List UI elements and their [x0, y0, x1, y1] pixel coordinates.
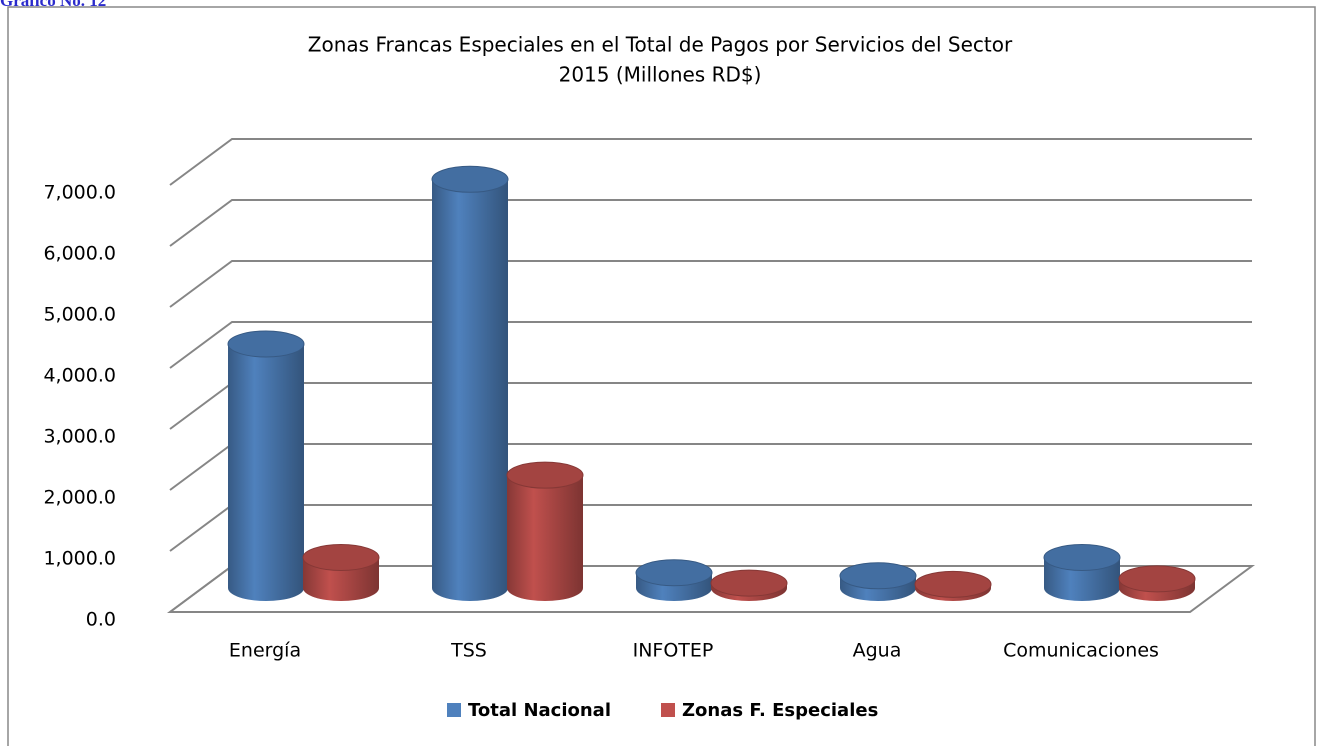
cylinder-body	[432, 179, 508, 602]
cylinder	[302, 544, 380, 601]
cylinder-top	[227, 330, 305, 358]
grid-line	[169, 321, 1252, 369]
y-tick-label: 4,000.0	[43, 365, 116, 387]
cylinder	[635, 559, 713, 601]
grid-line	[169, 199, 1252, 247]
cylinder	[227, 330, 305, 601]
y-tick-label: 0.0	[86, 609, 116, 631]
x-tick-label: INFOTEP	[633, 640, 714, 662]
chart-subtitle: 2015 (Millones RD$)	[559, 63, 762, 87]
grid-line	[169, 138, 1252, 186]
y-tick-label: 2,000.0	[43, 487, 116, 509]
y-tick-label: 3,000.0	[43, 426, 116, 448]
cylinder-top	[839, 562, 917, 590]
cylinder-top	[635, 559, 713, 587]
cylinder-top	[710, 569, 788, 597]
grid-line	[169, 260, 1252, 308]
legend-label: Total Nacional	[468, 700, 611, 721]
cylinder	[839, 562, 917, 601]
cylinder-top	[1118, 565, 1196, 593]
y-tick-label: 1,000.0	[43, 548, 116, 570]
x-tick-label: Agua	[853, 640, 902, 662]
grid-line	[169, 443, 1252, 491]
cylinder-top	[506, 461, 584, 489]
cylinder-body	[228, 344, 304, 601]
cylinder	[710, 569, 788, 601]
x-tick-label: TSS	[450, 640, 487, 662]
y-tick-label: 6,000.0	[43, 243, 116, 265]
grid-line	[169, 382, 1252, 430]
y-tick-label: 5,000.0	[43, 304, 116, 326]
cylinder	[1118, 565, 1196, 601]
cylinder	[914, 570, 992, 601]
grid-line	[169, 504, 1252, 552]
cylinder-top	[431, 165, 509, 193]
cylinder	[1043, 544, 1121, 601]
cylinder	[506, 461, 584, 601]
cylinder-top	[1043, 544, 1121, 571]
x-tick-label: Energía	[229, 640, 301, 662]
legend-label: Zonas F. Especiales	[682, 700, 878, 721]
x-tick-label: Comunicaciones	[1003, 640, 1159, 662]
legend-swatch	[661, 703, 675, 717]
legend-swatch	[447, 703, 461, 717]
cylinder	[431, 165, 509, 602]
cylinder-top	[302, 544, 380, 571]
chart-frame	[7, 6, 1316, 746]
cylinder-body	[507, 475, 583, 601]
header: Gráfico No. 12	[0, 0, 106, 10]
y-tick-label: 7,000.0	[43, 182, 116, 204]
chart-title: Zonas Francas Especiales en el Total de …	[308, 33, 1013, 57]
cylinder-top	[914, 570, 992, 598]
